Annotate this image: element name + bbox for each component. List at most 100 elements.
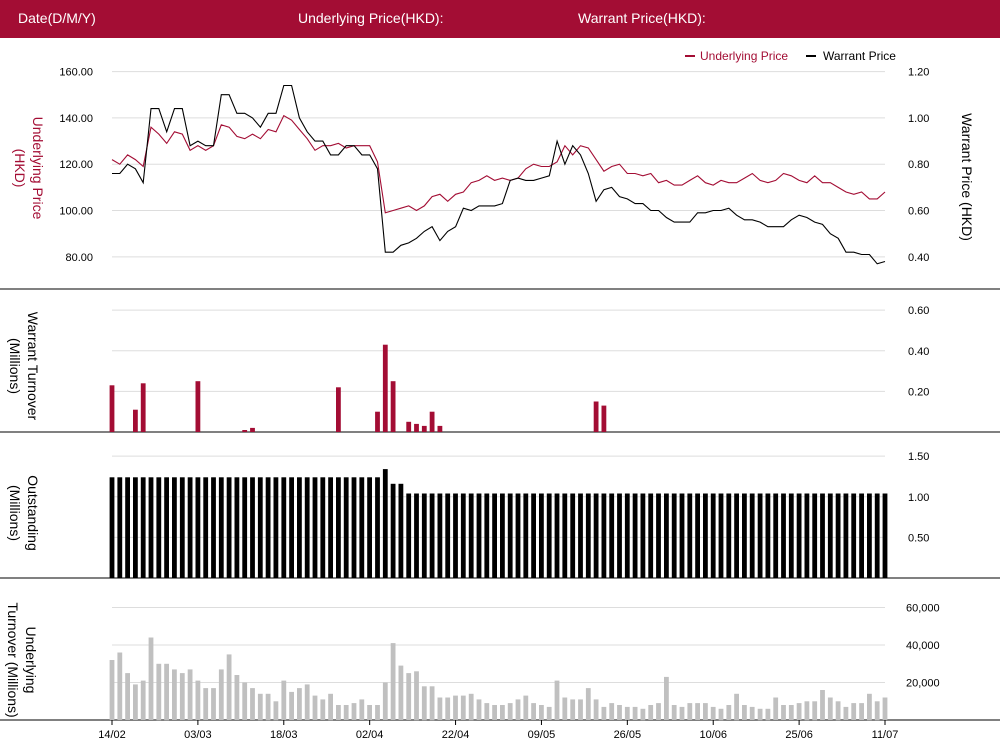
- underlying-turnover-bar: [546, 706, 552, 720]
- outstanding-bar: [398, 483, 404, 579]
- underlying-turnover-bar: [609, 703, 615, 720]
- underlying-turnover-bar: [507, 703, 513, 720]
- underlying-turnover-bar: [242, 682, 248, 720]
- outstanding-bar: [788, 493, 794, 578]
- outstanding-bar: [632, 493, 638, 578]
- underlying-turnover-bar: [539, 705, 544, 720]
- outstanding-bar: [546, 493, 552, 578]
- outstanding-bar: [867, 493, 872, 578]
- outstanding-bar: [164, 477, 169, 579]
- underlying-turnover-bar: [765, 708, 771, 721]
- warrant-turnover-bar: [429, 411, 435, 432]
- underlying-turnover-bar: [320, 699, 326, 720]
- underlying-turnover-bar: [234, 675, 240, 720]
- underlying-turnover-bar: [218, 669, 224, 720]
- info-header: Date(D/M/Y) Underlying Price(HKD): Warra…: [0, 0, 1000, 38]
- underlying-turnover-bar: [749, 706, 755, 720]
- outstanding-bar: [562, 493, 568, 578]
- legend-underlying-label: Underlying Price: [700, 49, 788, 63]
- underlying-turnover-bar: [156, 663, 162, 721]
- outstanding-bar: [515, 493, 521, 578]
- outstanding-bar: [133, 477, 138, 579]
- underlying-turnover-bar: [664, 676, 669, 720]
- underlying-turnover-bar: [523, 695, 529, 720]
- warrant-chart: 160.00 140.00 120.00 100.00 80.00 1.20 1.00 0.8…: [0, 49, 1000, 741]
- outstanding-bar: [531, 493, 536, 578]
- underlying-turnover-bar: [273, 701, 279, 721]
- outstanding-bar: [421, 493, 427, 578]
- underlying-turnover-bar: [796, 703, 802, 720]
- underlying-turnover-bar: [109, 660, 115, 720]
- underlying-turnover-bar: [874, 701, 880, 721]
- outstanding-bar: [773, 493, 779, 578]
- underlying-turnover-bar: [827, 697, 833, 720]
- outstanding-bar: [781, 493, 786, 578]
- underlying-turnover-bar: [804, 701, 810, 721]
- underlying-turnover-bar: [671, 705, 677, 720]
- warrant-turnover-bar: [109, 385, 115, 432]
- underlying-turnover-bar: [195, 680, 201, 720]
- outstanding-bar: [812, 493, 818, 578]
- underlying-turnover-bar: [125, 673, 130, 720]
- underlying-price-line: [111, 114, 886, 214]
- outstanding-tick-label: 0.50: [908, 532, 929, 544]
- warrant-turnover-bar: [390, 381, 396, 432]
- underlying-turnover-bar: [648, 705, 654, 720]
- underlying-turnover-bar: [406, 673, 412, 720]
- outstanding-bar: [211, 477, 216, 579]
- underlying-turnover-bar: [484, 703, 490, 720]
- underlying-turnover-tick-label: 60,000: [906, 603, 940, 615]
- warrant-turnover-bar: [601, 405, 607, 432]
- outstanding-bar: [640, 493, 646, 578]
- price-left-tick-label: 160.00: [59, 67, 93, 79]
- warrant-turnover-bar: [242, 430, 248, 432]
- underlying-turnover-bar: [133, 684, 138, 720]
- outstanding-bar: [289, 477, 294, 579]
- outstanding-bar: [273, 477, 279, 579]
- underlying-turnover-bar: [179, 673, 185, 720]
- underlying-turnover-bar: [867, 693, 872, 721]
- underlying-turnover-bar: [718, 708, 724, 721]
- underlying-turnover-bar: [164, 663, 169, 721]
- underlying-turnover-bar: [695, 703, 700, 720]
- underlying-turnover-bar: [453, 695, 458, 720]
- outstanding-bar: [148, 477, 154, 579]
- underlying-turnover-bar: [601, 706, 607, 720]
- underlying-turnover-axis-title: UnderlyingTurnover (Millions): [5, 602, 39, 717]
- underlying-turnover-bar: [578, 699, 583, 720]
- underlying-turnover-bar: [562, 697, 568, 720]
- outstanding-bar: [523, 493, 529, 578]
- x-axis-tick-label: 09/05: [528, 729, 556, 741]
- outstanding-bar: [453, 493, 458, 578]
- underlying-turnover-bar: [734, 693, 739, 721]
- x-axis-tick-label: 22/04: [442, 729, 470, 741]
- outstanding-bar: [179, 477, 185, 579]
- underlying-turnover-bar: [726, 705, 732, 720]
- outstanding-bar: [109, 477, 115, 579]
- outstanding-bar: [570, 493, 576, 578]
- price-left-tick-label: 80.00: [65, 252, 93, 264]
- outstanding-bar: [468, 493, 474, 578]
- warrant-turnover-bar: [414, 423, 419, 432]
- outstanding-bar: [539, 493, 544, 578]
- underlying-turnover-bar: [656, 703, 661, 720]
- outstanding-bar: [718, 493, 724, 578]
- price-left-tick-label: 120.00: [59, 159, 93, 171]
- outstanding-bar: [484, 493, 490, 578]
- x-axis-tick-label: 25/06: [785, 729, 813, 741]
- underlying-turnover-bar: [281, 680, 287, 720]
- outstanding-bar: [320, 477, 326, 579]
- underlying-turnover-bar: [226, 654, 232, 720]
- outstanding-bar: [203, 477, 209, 579]
- underlying-turnover-bar: [820, 690, 825, 720]
- outstanding-bar: [382, 469, 388, 578]
- underlying-turnover-bar: [429, 686, 435, 721]
- underlying-turnover-bar: [624, 706, 630, 720]
- underlying-turnover-bar: [312, 695, 318, 720]
- warrant-turnover-bar: [140, 383, 146, 432]
- underlying-turnover-bar: [359, 699, 365, 720]
- outstanding-bar: [336, 477, 341, 579]
- underlying-turnover-bar: [203, 688, 209, 720]
- outstanding-bar: [242, 477, 248, 579]
- price-right-tick-label: 0.60: [908, 206, 929, 218]
